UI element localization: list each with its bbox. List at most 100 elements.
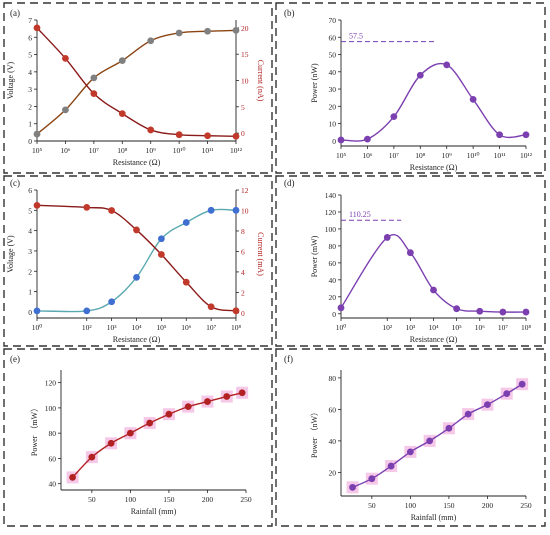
panel-border-d (275, 175, 546, 347)
data-point (207, 206, 215, 214)
y-tick-label: 80 (49, 429, 57, 438)
data-point (69, 473, 76, 481)
data-point (469, 95, 477, 103)
data-point (108, 298, 116, 306)
panel-label: (d) (284, 178, 295, 188)
x-tick-label: 10⁸ (117, 146, 128, 155)
x-tick-label: 10² (82, 323, 93, 332)
x-tick-label: 10⁹ (442, 151, 453, 160)
data-point (88, 453, 96, 461)
x-tick-label: 250 (520, 501, 532, 510)
x-axis-label: Rainfall (mm) (131, 507, 177, 516)
x-tick-label: 10¹¹ (202, 146, 214, 155)
x-tick-label: 10⁵ (336, 151, 347, 160)
data-point (33, 130, 41, 138)
data-point (368, 475, 376, 483)
y-tick-label: 5 (28, 51, 32, 60)
y-axis-right-label: Current (nA) (256, 60, 265, 102)
y-tick-label: 2 (28, 102, 32, 111)
x-tick-label: 150 (443, 501, 455, 510)
y-tick-right-label: 4 (241, 268, 245, 277)
panel-label: (c) (10, 178, 20, 188)
panel-border-c (3, 175, 273, 347)
x-tick-label: 50 (88, 495, 96, 504)
y-tick-right-label: 2 (241, 288, 245, 297)
y-tick-label: 4 (28, 68, 32, 77)
data-point (443, 61, 451, 69)
x-axis-label: Resistance (Ω) (113, 335, 161, 344)
x-tick-label: 10⁸ (521, 323, 532, 332)
data-point (232, 307, 240, 315)
x-tick-label: 10⁰ (32, 323, 43, 332)
data-point (223, 393, 231, 400)
data-point (496, 131, 503, 139)
data-point (147, 126, 155, 134)
peak-label: 110.25 (349, 210, 371, 219)
x-tick-label: 10¹² (230, 146, 243, 155)
x-tick-label: 200 (202, 495, 214, 504)
x-tick-label: 10⁴ (428, 323, 439, 332)
y-tick-right-label: 5 (241, 103, 245, 112)
y-axis-label: Power （mW） (30, 404, 39, 456)
data-point (387, 462, 395, 470)
y-tick-label: 100 (45, 404, 57, 413)
data-point (147, 37, 155, 45)
x-tick-label: 100 (405, 501, 417, 510)
x-tick-label: 10⁴ (131, 323, 142, 332)
data-point (464, 410, 472, 418)
data-point (157, 251, 165, 258)
data-point (232, 132, 240, 140)
data-point (83, 204, 91, 211)
x-axis-label: Resistance (Ω) (410, 335, 458, 344)
panel-a: (a) 10⁵ 10⁶ 10⁷ 10⁸ 10⁹ 10¹⁰ 10¹¹ 10¹² 0 1 2 3 4 5 6 7 0 5… (6, 8, 265, 167)
x-tick-label: 10⁷ (389, 151, 400, 160)
data-point (62, 106, 69, 114)
data-point (33, 24, 41, 32)
peak-label: 57.5 (349, 32, 363, 41)
series-line (36, 204, 237, 312)
data-point (445, 424, 453, 432)
panel-d: (d) 10⁰ 10² 10³ 10⁴ 10⁵ 10⁶ 10⁷ 10⁸ 0 20 40 60 80 100 1… (284, 178, 531, 344)
y-tick-label: 50 (329, 51, 337, 60)
y-tick-label: 40 (329, 276, 337, 285)
series-line (36, 29, 237, 135)
y-tick-right-label: 20 (241, 24, 249, 33)
data-point (204, 27, 211, 35)
data-point (383, 234, 391, 241)
y-tick-right-label: 8 (241, 227, 245, 236)
x-tick-label: 100 (125, 495, 137, 504)
y-tick-right-label: 0 (241, 309, 245, 318)
data-point (204, 132, 211, 140)
y-tick-label: 30 (329, 85, 337, 94)
y-tick-label: 10 (329, 120, 337, 129)
panel-label: (b) (284, 8, 295, 18)
panel-border-b (275, 2, 546, 174)
data-point (406, 448, 414, 456)
data-point (107, 439, 115, 447)
data-point (499, 308, 507, 316)
y-tick-label: 1 (28, 120, 32, 129)
data-point (90, 74, 98, 82)
series-line (340, 62, 527, 142)
y-tick-label: 3 (28, 247, 32, 256)
y-tick-label: 70 (329, 16, 337, 25)
series-line (36, 27, 237, 137)
y-tick-right-label: 0 (241, 129, 245, 138)
panel-label: (f) (284, 354, 293, 364)
data-point (503, 390, 511, 398)
x-tick-label: 10⁸ (231, 323, 242, 332)
x-tick-label: 10⁶ (475, 323, 486, 332)
data-point (33, 307, 41, 315)
y-tick-label: 2 (28, 267, 32, 276)
data-point (90, 90, 98, 98)
y-tick-label: 40 (329, 68, 337, 77)
series-line (72, 392, 243, 478)
x-tick-label: 10³ (107, 323, 118, 332)
data-point (522, 131, 530, 139)
data-point (157, 235, 165, 243)
y-tick-right-label: 6 (241, 247, 245, 256)
y-axis-label: Power (mW) (310, 235, 319, 277)
data-point (204, 398, 211, 405)
x-tick-label: 10³ (406, 323, 417, 332)
